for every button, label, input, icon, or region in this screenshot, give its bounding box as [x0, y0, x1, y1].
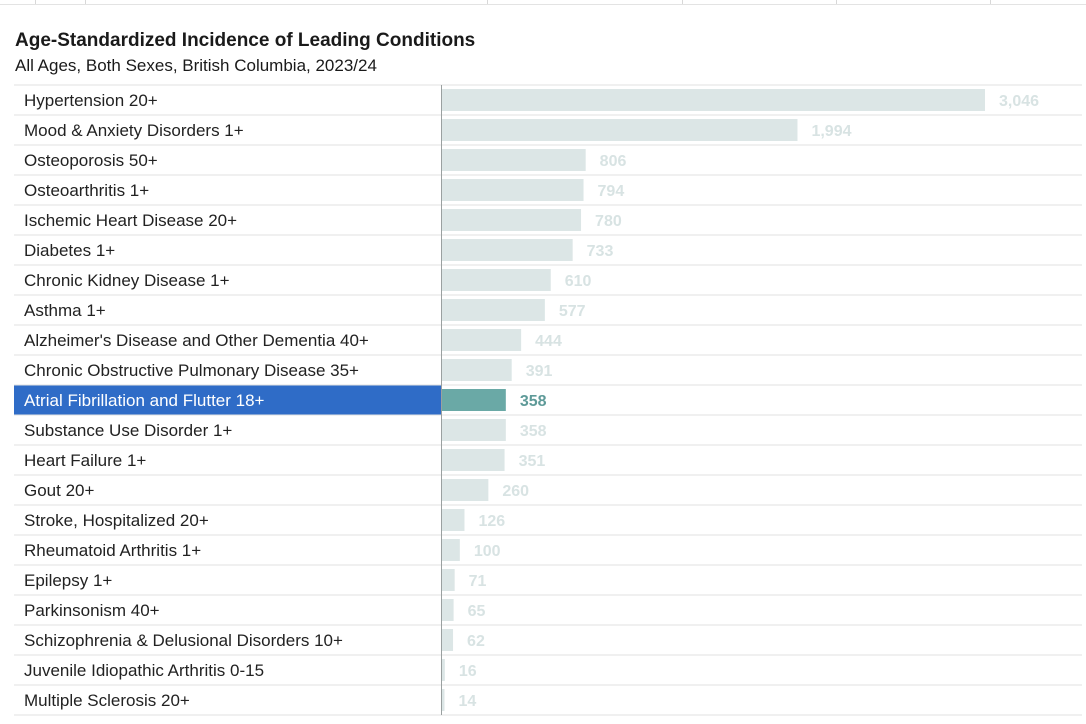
- bar[interactable]: [442, 389, 506, 411]
- category-label[interactable]: Diabetes 1+: [24, 241, 115, 260]
- category-label[interactable]: Mood & Anxiety Disorders 1+: [24, 121, 244, 140]
- value-label: 100: [474, 543, 501, 560]
- bar[interactable]: [442, 299, 545, 321]
- category-label[interactable]: Atrial Fibrillation and Flutter 18+: [24, 391, 265, 410]
- value-label: 16: [459, 663, 477, 680]
- bar[interactable]: [442, 89, 985, 111]
- bar[interactable]: [442, 509, 465, 531]
- value-label: 126: [478, 513, 505, 530]
- category-label[interactable]: Parkinsonism 40+: [24, 601, 160, 620]
- tab-divider: [35, 0, 36, 4]
- tab-divider: [487, 0, 488, 4]
- selected-row-highlight: [14, 385, 442, 415]
- bar[interactable]: [442, 149, 586, 171]
- chart-title: Age-Standardized Incidence of Leading Co…: [15, 30, 476, 51]
- bar[interactable]: [442, 659, 445, 681]
- tab-divider: [836, 0, 837, 4]
- category-label[interactable]: Heart Failure 1+: [24, 451, 146, 470]
- bar[interactable]: [442, 629, 454, 651]
- tab-divider: [682, 0, 683, 4]
- category-label[interactable]: Chronic Kidney Disease 1+: [24, 271, 230, 290]
- category-label[interactable]: Epilepsy 1+: [24, 571, 112, 590]
- bar[interactable]: [442, 359, 512, 381]
- bar[interactable]: [442, 239, 573, 261]
- value-label: 358: [520, 393, 547, 410]
- category-label[interactable]: Ischemic Heart Disease 20+: [24, 211, 237, 230]
- bar[interactable]: [442, 329, 522, 351]
- bar[interactable]: [442, 689, 445, 711]
- category-label[interactable]: Alzheimer's Disease and Other Dementia 4…: [24, 331, 369, 350]
- tab-divider: [990, 0, 991, 4]
- bar[interactable]: [442, 539, 460, 561]
- bar[interactable]: [442, 269, 551, 291]
- value-label: 71: [469, 573, 487, 590]
- value-label: 577: [559, 303, 586, 320]
- value-label: 62: [467, 633, 485, 650]
- value-label: 733: [587, 243, 614, 260]
- category-label[interactable]: Osteoarthritis 1+: [24, 181, 149, 200]
- category-label[interactable]: Stroke, Hospitalized 20+: [24, 511, 209, 530]
- bar[interactable]: [442, 119, 798, 141]
- category-label[interactable]: Osteoporosis 50+: [24, 151, 158, 170]
- value-label: 260: [502, 483, 529, 500]
- bar[interactable]: [442, 419, 506, 441]
- category-label[interactable]: Gout 20+: [24, 481, 94, 500]
- category-label[interactable]: Substance Use Disorder 1+: [24, 421, 232, 440]
- bar[interactable]: [442, 449, 505, 471]
- tab-divider: [85, 0, 86, 4]
- category-label[interactable]: Juvenile Idiopathic Arthritis 0-15: [24, 661, 264, 680]
- value-label: 794: [598, 183, 625, 200]
- chart-subtitle: All Ages, Both Sexes, British Columbia, …: [15, 56, 377, 75]
- bar[interactable]: [442, 599, 454, 621]
- value-label: 610: [565, 273, 592, 290]
- bar[interactable]: [442, 479, 489, 501]
- category-label[interactable]: Multiple Sclerosis 20+: [24, 691, 190, 710]
- top-tab-strip: [0, 0, 1086, 5]
- value-label: 3,046: [999, 93, 1039, 110]
- value-label: 391: [526, 363, 553, 380]
- category-label[interactable]: Rheumatoid Arthritis 1+: [24, 541, 201, 560]
- value-label: 65: [468, 603, 486, 620]
- value-label: 351: [519, 453, 546, 470]
- value-label: 14: [458, 693, 476, 710]
- bar[interactable]: [442, 179, 584, 201]
- bar[interactable]: [442, 209, 582, 231]
- bar[interactable]: [442, 569, 455, 591]
- category-label[interactable]: Asthma 1+: [24, 301, 106, 320]
- value-label: 358: [520, 423, 547, 440]
- value-label: 806: [600, 153, 627, 170]
- value-label: 444: [535, 333, 562, 350]
- category-label[interactable]: Schizophrenia & Delusional Disorders 10+: [24, 631, 343, 650]
- category-label[interactable]: Chronic Obstructive Pulmonary Disease 35…: [24, 361, 359, 380]
- value-label: 780: [595, 213, 622, 230]
- value-label: 1,994: [811, 123, 851, 140]
- category-label[interactable]: Hypertension 20+: [24, 91, 158, 110]
